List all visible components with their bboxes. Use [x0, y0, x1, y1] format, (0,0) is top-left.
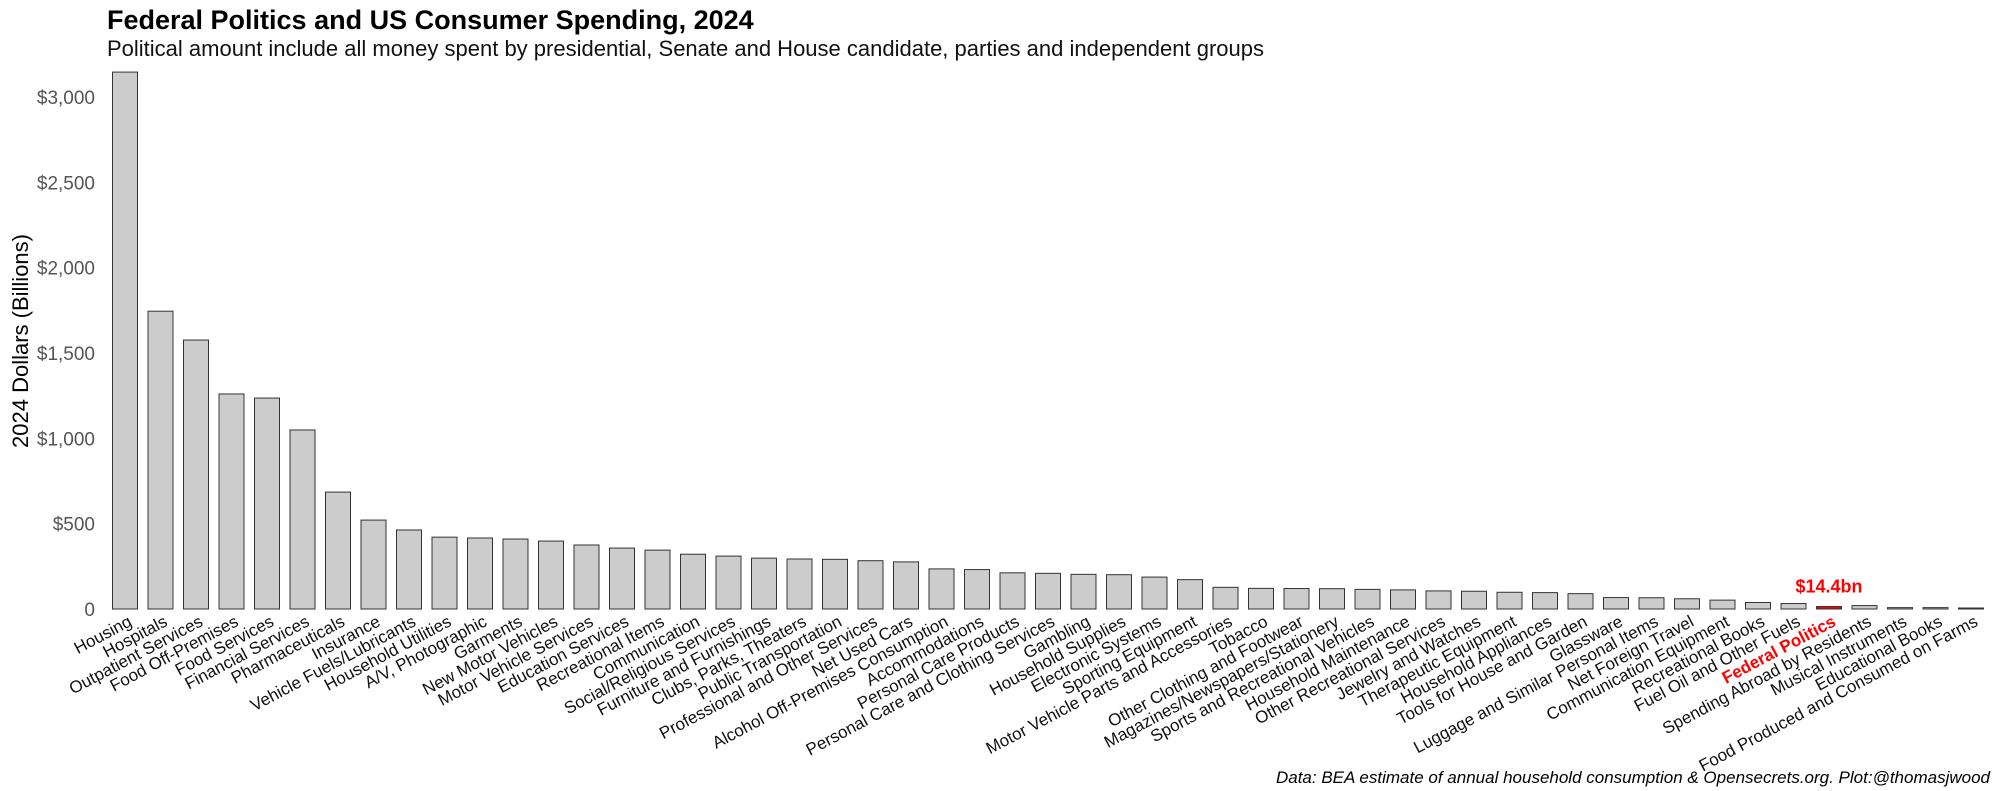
- chart-subtitle: Political amount include all money spent…: [107, 36, 1264, 61]
- bars: [112, 71, 1984, 610]
- bar-magazines-newspapers-stationery: [1319, 588, 1345, 610]
- y-axis-label: 2024 Dollars (Billions): [8, 234, 33, 448]
- bar-garments: [502, 538, 529, 610]
- bar-recreational-items: [644, 549, 671, 610]
- y-tick-label: $1,000: [37, 429, 95, 450]
- bar-education-services: [609, 547, 635, 610]
- bar-household-maintenance: [1390, 589, 1416, 610]
- y-tick-label: $2,500: [37, 173, 95, 194]
- y-tick-label: $3,000: [37, 88, 95, 109]
- bar-professional-and-other-services: [857, 560, 884, 610]
- bar-recreational-books: [1745, 602, 1771, 610]
- bar-glassware: [1603, 597, 1629, 610]
- bar-net-used-cars: [893, 561, 919, 610]
- bar-jewelry-and-watches: [1461, 590, 1487, 610]
- bar-sporting-equipment: [1177, 579, 1203, 610]
- federal-politics-annotation: $14.4bn: [1795, 577, 1862, 597]
- y-tick-label: $2,000: [37, 259, 95, 280]
- bar-accommodations: [964, 569, 990, 610]
- bar-personal-care-and-clothing-services: [1035, 572, 1061, 610]
- bar-net-foreign-travel: [1674, 598, 1700, 610]
- bar-communication-equipment: [1709, 599, 1736, 610]
- bar-hospitals: [147, 310, 174, 610]
- y-tick-label: 0: [84, 600, 95, 621]
- y-axis: 0 $500 $1,000 $1,500 $2,000 $2,500 $3,000: [37, 88, 95, 621]
- bar-gambling: [1070, 573, 1097, 610]
- bar-spending-abroad-by-residents: [1851, 605, 1878, 610]
- bar-household-utilities: [431, 536, 458, 610]
- bar-insurance: [360, 519, 387, 610]
- bar-musical-instruments: [1887, 607, 1913, 610]
- bar-federal-politics: [1816, 606, 1842, 610]
- bar-social-religious-services: [715, 555, 742, 610]
- chart-caption: Data: BEA estimate of annual household c…: [1276, 768, 1991, 787]
- bar-food-off-premises: [218, 393, 245, 610]
- bar-tools-for-house-and-garden: [1567, 593, 1594, 610]
- bar-motor-vehicle-parts-and-accessories: [1212, 586, 1239, 610]
- bar-clubs-parks-theaters: [786, 558, 813, 610]
- bar-food-produced-and-consumed-on-farms: [1958, 607, 1984, 610]
- bar-communication: [680, 553, 706, 610]
- bar-food-services: [254, 397, 280, 610]
- bar-housing: [112, 71, 138, 610]
- bar-therapeutic-equipment: [1496, 591, 1523, 610]
- bar-other-recreational-services: [1425, 590, 1452, 610]
- bar-vehicle-fuels-lubricants: [396, 529, 422, 610]
- bar-sports-and-recreational-vehicles: [1354, 588, 1381, 610]
- bar-new-motor-vehicles: [538, 540, 564, 610]
- y-tick-label: $1,500: [37, 344, 95, 365]
- bar-public-transportation: [822, 558, 848, 610]
- bar-pharmaceuticals: [325, 491, 351, 610]
- bar-educational-books: [1922, 607, 1949, 610]
- bar-luggage-and-similar-personal-items: [1638, 597, 1665, 610]
- bar-alcohol-off-premises-consumption: [928, 568, 955, 610]
- bar-personal-care-products: [999, 572, 1026, 610]
- bar-furniture-and-furnishings: [751, 557, 777, 610]
- bar-household-appliances: [1532, 592, 1558, 610]
- bar-other-clothing-and-footwear: [1283, 588, 1310, 610]
- bar-motor-vehicle-services: [573, 544, 600, 610]
- chart-title: Federal Politics and US Consumer Spendin…: [107, 5, 754, 35]
- bar-tobacco: [1248, 587, 1274, 610]
- bar-household-supplies: [1106, 574, 1132, 610]
- bar-a-v-photographic: [467, 537, 493, 610]
- y-tick-label: $500: [53, 515, 95, 536]
- bar-outpatient-services: [183, 339, 209, 610]
- bar-fuel-oil-and-other-fuels: [1780, 603, 1807, 610]
- bar-financial-services: [289, 429, 316, 610]
- bar-electronic-systems: [1141, 576, 1168, 610]
